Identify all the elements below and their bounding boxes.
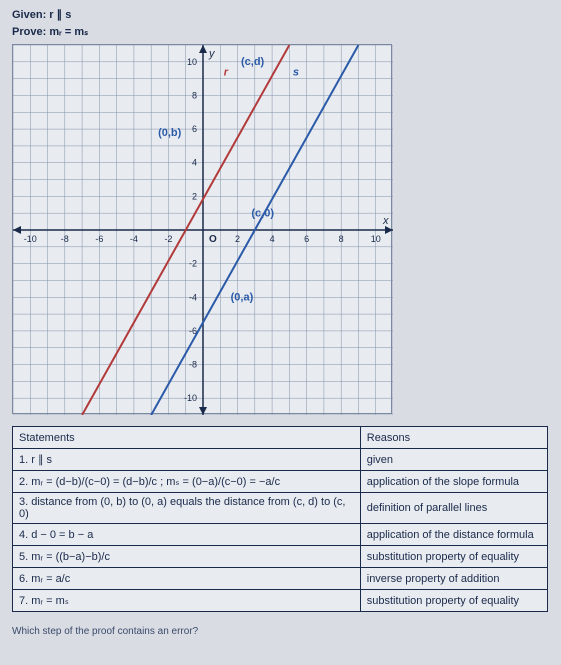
statement-cell: 3. distance from (0, b) to (0, a) equals… bbox=[13, 493, 361, 524]
svg-text:-2: -2 bbox=[164, 234, 172, 244]
table-row: 4. d − 0 = b − aapplication of the dista… bbox=[13, 524, 548, 546]
svg-text:-6: -6 bbox=[95, 234, 103, 244]
question-text: Which step of the proof contains an erro… bbox=[12, 626, 549, 637]
svg-text:(0,b): (0,b) bbox=[158, 127, 182, 139]
svg-text:(c,0): (c,0) bbox=[251, 208, 274, 220]
svg-text:O: O bbox=[209, 234, 217, 245]
reason-cell: given bbox=[360, 449, 547, 471]
svg-text:-8: -8 bbox=[189, 360, 197, 370]
svg-text:y: y bbox=[208, 48, 216, 60]
table-row: 5. mᵣ = ((b−a)−b)/csubstitution property… bbox=[13, 546, 548, 568]
table-row: 3. distance from (0, b) to (0, a) equals… bbox=[13, 493, 548, 524]
statement-cell: 1. r ∥ s bbox=[13, 449, 361, 471]
svg-text:2: 2 bbox=[192, 191, 197, 201]
svg-text:10: 10 bbox=[371, 234, 381, 244]
statement-cell: 6. mᵣ = a/c bbox=[13, 568, 361, 590]
prove-line: Prove: mᵣ = mₛ bbox=[12, 25, 549, 38]
reason-cell: substitution property of equality bbox=[360, 546, 547, 568]
svg-text:4: 4 bbox=[270, 234, 275, 244]
reasons-header: Reasons bbox=[360, 427, 547, 449]
svg-text:-4: -4 bbox=[189, 292, 197, 302]
svg-text:-2: -2 bbox=[189, 259, 197, 269]
svg-text:r: r bbox=[224, 66, 229, 78]
svg-text:8: 8 bbox=[339, 234, 344, 244]
reason-cell: inverse property of addition bbox=[360, 568, 547, 590]
prove-label: Prove: bbox=[12, 26, 46, 38]
given-line: Given: r ∥ s bbox=[12, 8, 549, 21]
svg-text:s: s bbox=[293, 66, 299, 78]
svg-text:-10: -10 bbox=[24, 234, 37, 244]
table-row: 6. mᵣ = a/cinverse property of addition bbox=[13, 568, 548, 590]
reason-cell: definition of parallel lines bbox=[360, 493, 547, 524]
statement-cell: 5. mᵣ = ((b−a)−b)/c bbox=[13, 546, 361, 568]
svg-text:6: 6 bbox=[192, 124, 197, 134]
reason-cell: application of the distance formula bbox=[360, 524, 547, 546]
table-row: 7. mᵣ = mₛsubstitution property of equal… bbox=[13, 590, 548, 612]
coordinate-graph: -10-8-6-4-2246810-10-8-6-4-2246810Oxyrs(… bbox=[12, 44, 392, 414]
given-expr: r ∥ s bbox=[49, 9, 71, 21]
proof-table: Statements Reasons 1. r ∥ sgiven2. mᵣ = … bbox=[12, 426, 548, 612]
svg-text:-4: -4 bbox=[130, 234, 138, 244]
prove-expr: mᵣ = mₛ bbox=[49, 26, 88, 38]
table-header-row: Statements Reasons bbox=[13, 427, 548, 449]
svg-text:2: 2 bbox=[235, 234, 240, 244]
graph-svg: -10-8-6-4-2246810-10-8-6-4-2246810Oxyrs(… bbox=[13, 45, 393, 415]
svg-text:6: 6 bbox=[304, 234, 309, 244]
svg-text:x: x bbox=[382, 215, 389, 227]
svg-text:4: 4 bbox=[192, 158, 197, 168]
svg-text:-8: -8 bbox=[61, 234, 69, 244]
statements-header: Statements bbox=[13, 427, 361, 449]
table-row: 2. mᵣ = (d−b)/(c−0) = (d−b)/c ; mₛ = (0−… bbox=[13, 471, 548, 493]
statement-cell: 7. mᵣ = mₛ bbox=[13, 590, 361, 612]
statement-cell: 2. mᵣ = (d−b)/(c−0) = (d−b)/c ; mₛ = (0−… bbox=[13, 471, 361, 493]
svg-text:-10: -10 bbox=[184, 393, 197, 403]
svg-text:10: 10 bbox=[187, 57, 197, 67]
given-label: Given: bbox=[12, 9, 46, 21]
svg-text:8: 8 bbox=[192, 90, 197, 100]
svg-text:(c,d): (c,d) bbox=[241, 56, 265, 68]
svg-text:(0,a): (0,a) bbox=[231, 292, 254, 304]
table-row: 1. r ∥ sgiven bbox=[13, 449, 548, 471]
reason-cell: substitution property of equality bbox=[360, 590, 547, 612]
statement-cell: 4. d − 0 = b − a bbox=[13, 524, 361, 546]
reason-cell: application of the slope formula bbox=[360, 471, 547, 493]
